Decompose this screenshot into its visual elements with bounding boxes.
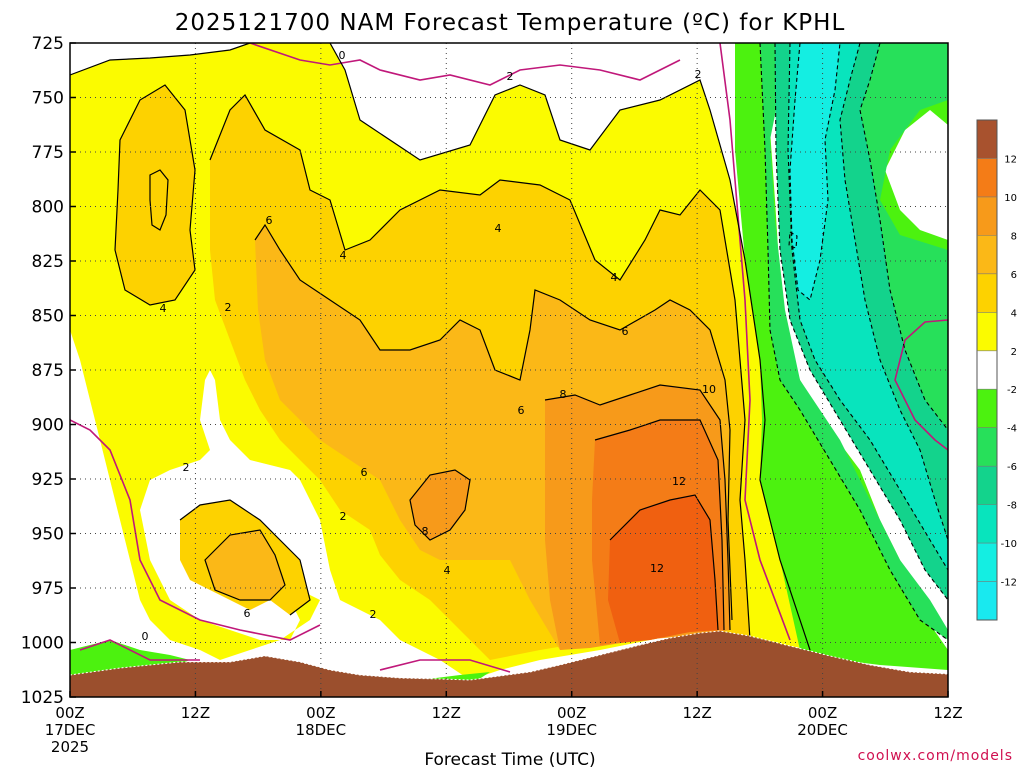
temperature-fill-layer — [70, 43, 948, 697]
colorbar-swatch — [977, 504, 997, 544]
x-tick-label: 00Z — [808, 704, 837, 722]
colorbar-swatch — [977, 427, 997, 467]
colorbar-swatch — [977, 235, 997, 275]
x-tick-label: 12Z — [432, 704, 461, 722]
contour-label: 4 — [340, 249, 347, 262]
zero-contours — [70, 43, 948, 673]
credit-text: coolwx.com/models — [858, 748, 1013, 764]
colorbar-swatch — [977, 543, 997, 583]
y-tick-label: 800 — [32, 198, 64, 218]
contour-label: 6 — [244, 607, 251, 620]
colorbar-swatch — [977, 158, 997, 198]
colorbar-swatch — [977, 389, 997, 429]
colorbar-swatch — [977, 350, 997, 390]
contour-label: 2 — [225, 301, 232, 314]
y-tick-label: 725 — [32, 34, 64, 54]
y-tick-label: 850 — [32, 307, 64, 327]
x-tick-label: 12Z — [181, 704, 210, 722]
contour-label: 4 — [611, 271, 618, 284]
colorbar-swatch — [977, 196, 997, 236]
contour-label: 2 — [507, 70, 514, 83]
y-tick-label: 775 — [32, 143, 64, 163]
y-tick-label: 875 — [32, 361, 64, 381]
contour-labels: 0 2 2 6 4 4 4 2 4 6 8 10 6 2 6 12 2 8 4 12 6 2 0 — [142, 49, 717, 643]
contour-label: 10 — [702, 383, 716, 396]
x-tick-date: 18DEC — [296, 721, 347, 739]
x-axis-label: Forecast Time (UTC) — [424, 750, 595, 768]
contour-label: 2 — [340, 510, 347, 523]
contour-label: 6 — [361, 466, 368, 479]
x-tick-label: 00Z — [557, 704, 586, 722]
contour-label: 2 — [370, 608, 377, 621]
contour-label: 12 — [650, 562, 664, 575]
y-tick-label: 1000 — [21, 634, 64, 654]
contour-label: 0 — [142, 630, 149, 643]
contour-label: 8 — [560, 388, 567, 401]
x-tick-label: 12Z — [682, 704, 711, 722]
colorbar-label: -2 — [1007, 385, 1017, 396]
colorbar-label: -4 — [1007, 424, 1017, 435]
colorbar-label: 10 — [1004, 193, 1017, 204]
grid-lines — [70, 43, 948, 697]
y-tick-label: 900 — [32, 416, 64, 436]
contour-label: 6 — [622, 325, 629, 338]
colorbar-label: 4 — [1011, 308, 1017, 319]
negative-contours — [759, 43, 948, 641]
x-tick-year: 2025 — [51, 738, 89, 756]
y-axis: 725 750 775 800 825 850 875 900 925 950 975 1000 102… — [21, 34, 76, 708]
fill-minus4-to-minus6 — [760, 43, 948, 640]
y-tick-label: 750 — [32, 89, 64, 109]
colorbar-label: -8 — [1007, 501, 1017, 512]
x-tick-label: 12Z — [933, 704, 962, 722]
x-tick-label: 00Z — [55, 704, 84, 722]
contour-label: 4 — [160, 302, 167, 315]
x-tick-label: 00Z — [306, 704, 335, 722]
colorbar: 12 10 8 6 4 2 -2 -4 -6 -8 -10 -12 — [976, 119, 1017, 621]
colorbar-label: 8 — [1011, 231, 1017, 242]
contour-label: 8 — [422, 525, 429, 538]
surface-terrain — [70, 630, 948, 697]
y-tick-label: 950 — [32, 525, 64, 545]
y-tick-label: 1025 — [21, 688, 64, 708]
contour-label: 2 — [183, 461, 190, 474]
x-tick-date: 19DEC — [546, 721, 597, 739]
contour-label: 4 — [495, 222, 502, 235]
fill-minus10-to-minus12 — [790, 43, 840, 300]
fill-minus8-to-minus10 — [788, 43, 948, 570]
colorbar-label: 6 — [1011, 270, 1017, 281]
contour-label: 4 — [444, 564, 451, 577]
colorbar-swatch — [977, 312, 997, 352]
colorbar-swatch — [977, 120, 997, 159]
colorbar-label: -6 — [1007, 462, 1017, 473]
contour-label: 0 — [339, 49, 346, 62]
fill-over-12 — [608, 495, 718, 643]
y-tick-label: 825 — [32, 252, 64, 272]
contour-label: 6 — [518, 404, 525, 417]
colorbar-frame — [976, 119, 998, 621]
x-tick-date: 17DEC — [45, 721, 96, 739]
colorbar-swatch — [977, 273, 997, 313]
colorbar-label: -12 — [1001, 578, 1017, 589]
y-tick-label: 925 — [32, 470, 64, 490]
colorbar-swatch — [977, 581, 997, 621]
colorbar-label: -10 — [1001, 539, 1017, 550]
colorbar-swatch — [977, 466, 997, 506]
contour-label: 2 — [695, 68, 702, 81]
chart-title: 2025121700 NAM Forecast Temperature (ºC)… — [175, 10, 846, 36]
x-tick-date: 20DEC — [797, 721, 848, 739]
colorbar-label: 12 — [1004, 154, 1017, 165]
colorbar-label: 2 — [1011, 347, 1017, 358]
contour-label: 6 — [266, 214, 273, 227]
positive-contours — [70, 43, 811, 651]
y-tick-label: 975 — [32, 579, 64, 599]
contour-label: 12 — [672, 475, 686, 488]
